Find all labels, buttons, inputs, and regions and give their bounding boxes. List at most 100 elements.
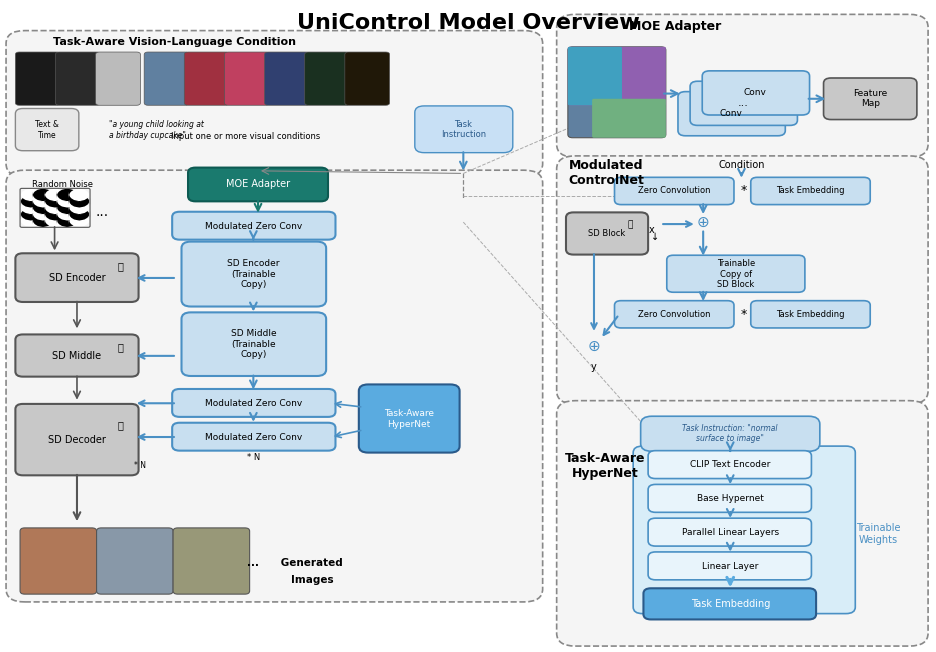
FancyBboxPatch shape [6, 31, 543, 177]
Text: 🔒: 🔒 [118, 342, 124, 353]
FancyBboxPatch shape [68, 215, 90, 228]
FancyBboxPatch shape [96, 528, 173, 594]
FancyBboxPatch shape [44, 188, 66, 201]
Text: Modulated Zero Conv: Modulated Zero Conv [205, 399, 302, 408]
FancyBboxPatch shape [648, 518, 812, 546]
FancyBboxPatch shape [615, 177, 734, 205]
FancyBboxPatch shape [225, 52, 270, 105]
FancyBboxPatch shape [20, 208, 41, 221]
FancyBboxPatch shape [648, 484, 812, 512]
FancyBboxPatch shape [56, 215, 78, 228]
FancyBboxPatch shape [640, 416, 820, 451]
FancyBboxPatch shape [172, 212, 335, 240]
FancyBboxPatch shape [182, 242, 326, 306]
FancyBboxPatch shape [568, 47, 665, 138]
Text: Task Instruction: "normal
surface to image": Task Instruction: "normal surface to ima… [682, 424, 778, 443]
Text: Task-Aware Vision-Language Condition: Task-Aware Vision-Language Condition [52, 37, 296, 47]
FancyBboxPatch shape [32, 215, 53, 228]
FancyBboxPatch shape [44, 201, 66, 215]
Text: * N: * N [247, 452, 260, 462]
FancyBboxPatch shape [15, 108, 79, 151]
FancyBboxPatch shape [15, 52, 60, 105]
FancyBboxPatch shape [32, 188, 53, 201]
FancyBboxPatch shape [182, 312, 326, 376]
Text: "a young child looking at
a birthday cupcake": "a young child looking at a birthday cup… [109, 120, 204, 140]
Text: SD Block: SD Block [589, 230, 625, 239]
Text: Task-Aware
HyperNet: Task-Aware HyperNet [565, 452, 646, 480]
FancyBboxPatch shape [643, 588, 816, 619]
Text: SD Decoder: SD Decoder [48, 435, 106, 445]
FancyBboxPatch shape [173, 528, 250, 594]
FancyBboxPatch shape [678, 92, 785, 136]
FancyBboxPatch shape [344, 52, 389, 105]
FancyBboxPatch shape [68, 208, 90, 221]
Text: *: * [740, 185, 746, 198]
FancyBboxPatch shape [56, 195, 78, 208]
Text: Task Embedding: Task Embedding [776, 186, 845, 196]
FancyBboxPatch shape [557, 156, 929, 404]
FancyBboxPatch shape [144, 52, 189, 105]
Text: Condition: Condition [718, 160, 765, 170]
Text: 🔒: 🔒 [628, 220, 633, 230]
FancyBboxPatch shape [184, 52, 229, 105]
FancyBboxPatch shape [44, 215, 66, 228]
FancyBboxPatch shape [633, 446, 856, 614]
FancyBboxPatch shape [68, 201, 90, 215]
Text: 🔒: 🔒 [118, 261, 124, 271]
FancyBboxPatch shape [568, 47, 622, 105]
FancyBboxPatch shape [188, 168, 328, 201]
FancyBboxPatch shape [20, 215, 41, 228]
FancyBboxPatch shape [568, 47, 665, 105]
Text: Linear Layer: Linear Layer [702, 562, 758, 570]
Text: Task
Instruction: Task Instruction [441, 119, 486, 139]
FancyBboxPatch shape [751, 177, 870, 205]
Text: ...: ... [738, 98, 749, 108]
FancyBboxPatch shape [20, 201, 41, 215]
FancyBboxPatch shape [15, 334, 139, 377]
Text: SD Middle: SD Middle [52, 351, 101, 361]
Text: ⊕: ⊕ [588, 339, 600, 354]
FancyBboxPatch shape [32, 195, 53, 208]
FancyBboxPatch shape [358, 385, 460, 452]
FancyBboxPatch shape [15, 404, 139, 475]
FancyBboxPatch shape [648, 552, 812, 580]
FancyBboxPatch shape [20, 195, 41, 208]
FancyBboxPatch shape [566, 213, 648, 254]
FancyBboxPatch shape [20, 188, 41, 201]
Text: Zero Convolution: Zero Convolution [638, 186, 710, 196]
Text: SD Encoder
(Trainable
Copy): SD Encoder (Trainable Copy) [227, 259, 280, 289]
Text: MOE Adapter: MOE Adapter [629, 20, 722, 33]
Text: Conv: Conv [720, 109, 742, 118]
Text: Modulated Zero Conv: Modulated Zero Conv [205, 222, 302, 231]
FancyBboxPatch shape [265, 52, 310, 105]
FancyBboxPatch shape [305, 52, 349, 105]
FancyBboxPatch shape [15, 253, 139, 302]
Text: UniControl Model Overview: UniControl Model Overview [297, 14, 639, 33]
FancyBboxPatch shape [751, 301, 870, 328]
Text: Trainable
Weights: Trainable Weights [856, 523, 900, 544]
Text: Task-Aware
HyperNet: Task-Aware HyperNet [384, 409, 434, 428]
Text: Images: Images [291, 576, 333, 585]
Text: Task Embedding: Task Embedding [691, 599, 770, 609]
Text: MOE Adapter: MOE Adapter [226, 179, 290, 190]
Text: ⊕: ⊕ [696, 215, 709, 230]
FancyBboxPatch shape [55, 52, 100, 105]
FancyBboxPatch shape [44, 208, 66, 221]
Text: Text &
Time: Text & Time [36, 120, 59, 140]
FancyBboxPatch shape [648, 451, 812, 479]
FancyBboxPatch shape [44, 195, 66, 208]
FancyBboxPatch shape [56, 188, 78, 201]
Text: CLIP Text Encoder: CLIP Text Encoder [690, 460, 770, 469]
Text: SD Middle
(Trainable
Copy): SD Middle (Trainable Copy) [230, 329, 276, 359]
FancyBboxPatch shape [20, 528, 96, 594]
Text: Task Embedding: Task Embedding [776, 310, 845, 319]
Text: Base Hypernet: Base Hypernet [696, 494, 764, 503]
FancyBboxPatch shape [615, 301, 734, 328]
Text: Parallel Linear Layers: Parallel Linear Layers [681, 528, 779, 537]
FancyBboxPatch shape [68, 195, 90, 208]
FancyBboxPatch shape [557, 401, 929, 646]
FancyBboxPatch shape [172, 389, 335, 417]
Text: x: x [649, 225, 654, 235]
Text: Feature
Map: Feature Map [853, 89, 887, 108]
Text: SD Encoder: SD Encoder [49, 273, 105, 283]
